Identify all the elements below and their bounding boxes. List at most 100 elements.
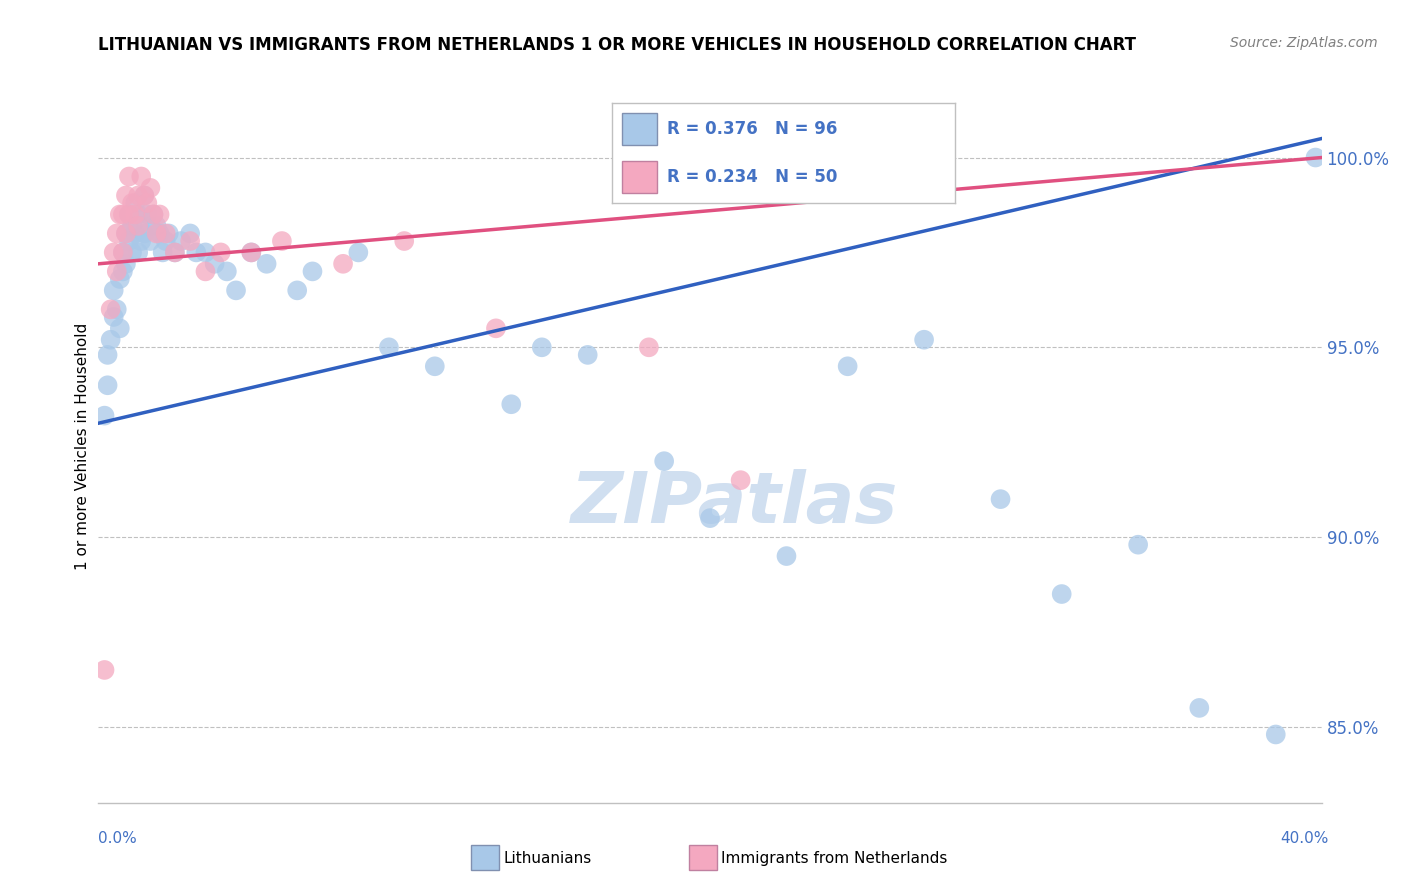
Point	[1305, 151, 1327, 165]
Point	[108, 272, 131, 286]
Point	[699, 511, 721, 525]
Point	[194, 245, 217, 260]
Point	[115, 227, 138, 241]
Point	[179, 227, 201, 241]
Point	[145, 219, 167, 233]
Point	[111, 264, 134, 278]
Point	[215, 264, 238, 278]
Point	[115, 257, 138, 271]
Point	[100, 333, 122, 347]
Point	[152, 245, 174, 260]
Point	[100, 302, 122, 317]
Point	[124, 196, 146, 211]
Point	[837, 359, 859, 374]
Point	[142, 207, 165, 221]
Point	[142, 207, 165, 221]
Point	[912, 333, 935, 347]
Point	[134, 227, 156, 241]
Point	[97, 348, 120, 362]
Point	[118, 169, 141, 184]
Point	[209, 245, 232, 260]
Point	[129, 234, 152, 248]
Point	[501, 397, 523, 411]
Point	[423, 359, 446, 374]
Point	[1188, 701, 1211, 715]
Point	[108, 321, 131, 335]
Point	[170, 234, 193, 248]
Point	[204, 257, 226, 271]
Point	[105, 264, 128, 278]
Point	[103, 310, 125, 324]
Point	[139, 234, 162, 248]
Point	[127, 188, 149, 202]
Point	[118, 234, 141, 248]
Point	[637, 340, 661, 354]
Point	[115, 227, 138, 241]
Point	[115, 188, 138, 202]
Point	[378, 340, 401, 354]
Point	[1050, 587, 1073, 601]
Point	[256, 257, 278, 271]
Point	[134, 188, 156, 202]
Point	[652, 454, 675, 468]
Point	[111, 245, 134, 260]
Point	[157, 227, 180, 241]
Point	[485, 321, 508, 335]
Text: Source: ZipAtlas.com: Source: ZipAtlas.com	[1230, 36, 1378, 50]
Text: 40.0%: 40.0%	[1281, 831, 1329, 846]
Text: LITHUANIAN VS IMMIGRANTS FROM NETHERLANDS 1 OR MORE VEHICLES IN HOUSEHOLD CORREL: LITHUANIAN VS IMMIGRANTS FROM NETHERLAND…	[98, 36, 1136, 54]
Point	[163, 245, 186, 260]
Text: Immigrants from Netherlands: Immigrants from Netherlands	[721, 851, 948, 865]
Point	[97, 378, 120, 392]
Point	[149, 207, 172, 221]
Point	[121, 245, 143, 260]
Point	[163, 245, 186, 260]
Point	[111, 207, 134, 221]
Point	[240, 245, 263, 260]
Point	[136, 196, 159, 211]
Point	[105, 302, 128, 317]
Point	[155, 227, 177, 241]
Point	[392, 234, 416, 248]
Point	[347, 245, 370, 260]
Point	[127, 219, 149, 233]
Point	[105, 227, 128, 241]
Point	[121, 219, 143, 233]
Y-axis label: 1 or more Vehicles in Household: 1 or more Vehicles in Household	[75, 322, 90, 570]
Point	[530, 340, 553, 354]
Point	[332, 257, 354, 271]
Point	[93, 409, 115, 423]
Point	[108, 207, 131, 221]
Point	[136, 207, 159, 221]
Point	[990, 492, 1012, 507]
Point	[576, 348, 599, 362]
Point	[93, 663, 115, 677]
Point	[127, 207, 149, 221]
Point	[149, 227, 172, 241]
Point	[194, 264, 217, 278]
Point	[111, 245, 134, 260]
Point	[155, 234, 177, 248]
Point	[775, 549, 797, 563]
Point	[118, 207, 141, 221]
Text: 0.0%: 0.0%	[98, 831, 138, 846]
Point	[134, 188, 156, 202]
Point	[127, 245, 149, 260]
Point	[301, 264, 323, 278]
Point	[139, 181, 162, 195]
Point	[225, 284, 247, 298]
Point	[139, 219, 162, 233]
Point	[270, 234, 294, 248]
Point	[121, 196, 143, 211]
Point	[129, 169, 152, 184]
Point	[186, 245, 208, 260]
Point	[124, 227, 146, 241]
Text: ZIPatlas: ZIPatlas	[571, 468, 898, 538]
Point	[1264, 727, 1286, 741]
Point	[240, 245, 263, 260]
Point	[103, 245, 125, 260]
Text: Lithuanians: Lithuanians	[503, 851, 592, 865]
Point	[730, 473, 752, 487]
Point	[118, 207, 141, 221]
Point	[103, 284, 125, 298]
